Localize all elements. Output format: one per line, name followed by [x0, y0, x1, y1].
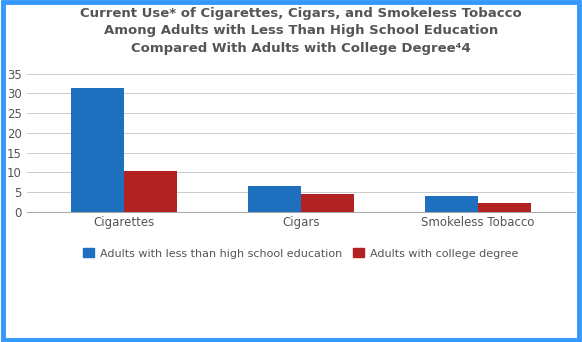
Bar: [248, 186, 301, 212]
Legend: Adults with less than high school education, Adults with college degree: Adults with less than high school educat…: [83, 248, 519, 259]
Bar: [71, 88, 124, 212]
Bar: [301, 194, 354, 212]
Bar: [124, 171, 177, 212]
Bar: [478, 203, 531, 212]
Title: Current Use* of Cigarettes, Cigars, and Smokeless Tobacco
Among Adults with Less: Current Use* of Cigarettes, Cigars, and …: [80, 7, 521, 55]
Bar: [425, 196, 478, 212]
